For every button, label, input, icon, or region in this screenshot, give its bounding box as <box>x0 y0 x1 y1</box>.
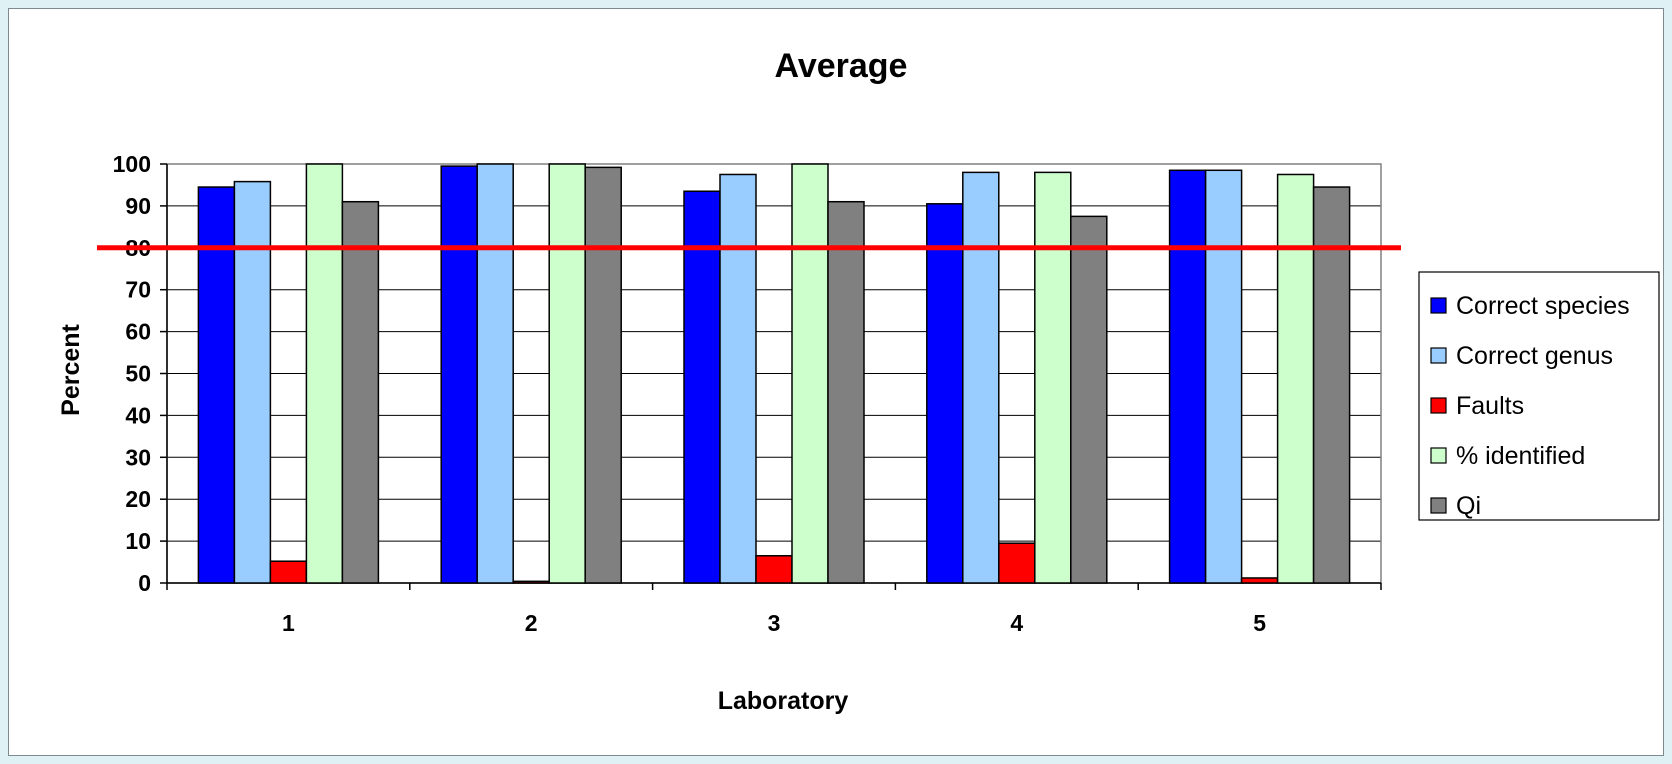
chart-area: Average Percent Laboratory 0 10 20 30 40 50 60… <box>8 8 1664 756</box>
y-tick-label: 30 <box>125 444 151 470</box>
bar-chart: Average Percent Laboratory 0 10 20 30 40 50 60… <box>57 47 1660 715</box>
bar <box>1312 186 1351 584</box>
y-tick-label: 10 <box>125 528 151 554</box>
legend-label: % identified <box>1456 442 1585 470</box>
bar <box>962 171 1000 584</box>
bar <box>269 560 308 584</box>
x-tick-label: 1 <box>282 610 295 636</box>
bar <box>476 163 514 584</box>
y-tick-label: 20 <box>125 486 151 512</box>
bar <box>1276 173 1315 584</box>
legend-swatch <box>1430 347 1447 364</box>
bar <box>998 542 1036 584</box>
legend-swatch <box>1430 447 1447 464</box>
y-tick-label: 60 <box>125 319 151 345</box>
legend-swatch <box>1430 297 1447 314</box>
chart-title: Average <box>775 47 908 85</box>
bar <box>1070 215 1108 584</box>
legend-label: Qi <box>1456 492 1481 520</box>
bar <box>1240 577 1279 584</box>
bar <box>1168 169 1207 584</box>
bar <box>233 180 272 584</box>
y-tick-label: 90 <box>125 193 151 219</box>
y-tick-label: 50 <box>125 361 151 387</box>
x-tick-label: 5 <box>1253 610 1266 636</box>
bar <box>1204 169 1243 584</box>
y-tick-label: 70 <box>125 277 151 303</box>
y-axis-title: Percent <box>57 323 85 415</box>
bar <box>440 165 478 584</box>
y-tick-label: 100 <box>113 151 151 177</box>
x-tick-label: 4 <box>1010 610 1023 636</box>
bar <box>197 186 236 584</box>
bar <box>827 200 865 584</box>
bar <box>791 163 829 584</box>
legend-label: Correct genus <box>1456 342 1613 370</box>
x-axis-title: Laboratory <box>718 687 849 715</box>
bar <box>341 200 380 584</box>
y-tick-label: 40 <box>125 402 151 428</box>
bar <box>755 555 793 584</box>
bar <box>584 166 622 584</box>
legend-label: Faults <box>1456 392 1524 420</box>
legend-label: Correct species <box>1456 292 1630 320</box>
x-tick-label: 2 <box>525 610 538 636</box>
bar <box>548 163 586 584</box>
bar <box>305 163 344 584</box>
legend: Correct species Correct genus Faults % iden… <box>1418 271 1660 521</box>
bar <box>926 203 964 584</box>
legend-box <box>1418 271 1660 521</box>
legend-swatch <box>1430 497 1447 514</box>
bar <box>1034 171 1072 584</box>
bar <box>512 580 550 584</box>
bar <box>683 190 721 584</box>
y-tick-label: 0 <box>138 570 151 596</box>
bar <box>719 173 757 584</box>
x-tick-label: 3 <box>768 610 781 636</box>
legend-swatch <box>1430 397 1447 414</box>
